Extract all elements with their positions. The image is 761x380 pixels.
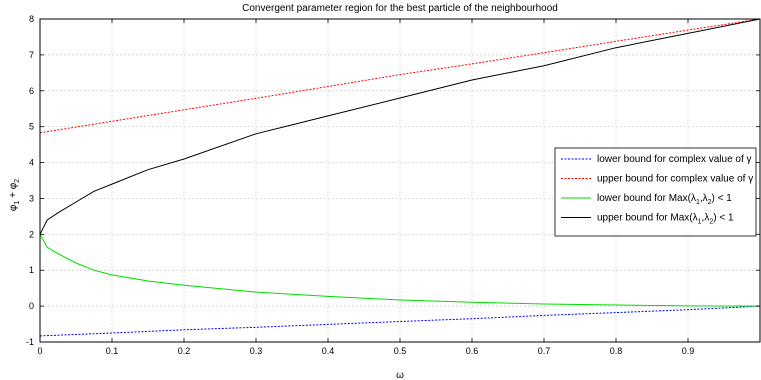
legend-label-upper-max: upper bound for Max(λ1,λ2) < 1 xyxy=(597,213,734,226)
x-tick-label: 0.7 xyxy=(538,346,551,356)
x-tick-label: 0.1 xyxy=(106,346,119,356)
x-tick-label: 0.6 xyxy=(466,346,479,356)
x-tick-label: 0.8 xyxy=(610,346,623,356)
x-tick-label: 0.9 xyxy=(682,346,695,356)
x-tick-label: 0.5 xyxy=(394,346,407,356)
y-label-plus-phi2: + φ xyxy=(8,182,19,200)
grid xyxy=(40,19,760,342)
legend: lower bound for complex value of γ upper … xyxy=(554,147,757,237)
legend-box xyxy=(554,147,757,237)
y-tick-label: -1 xyxy=(26,337,34,347)
y-label-sub2: 2 xyxy=(14,179,21,183)
y-tick-label: 1 xyxy=(29,265,34,275)
y-tick-label: 4 xyxy=(29,158,34,168)
y-tick-label: 3 xyxy=(29,193,34,203)
y-tick-label: 2 xyxy=(29,229,34,239)
y-tick-label: 8 xyxy=(29,14,34,24)
y-tick-label: 0 xyxy=(29,301,34,311)
y-tick-label: 5 xyxy=(29,122,34,132)
y-axis-label: φ1 + φ2 xyxy=(8,179,21,211)
legend-label-upper-complex: upper bound for complex value of γ xyxy=(597,174,753,185)
legend-label-lower-complex: lower bound for complex value of γ xyxy=(597,154,752,165)
y-label-sub1: 1 xyxy=(14,201,21,205)
legend-label-lower-max: lower bound for Max(λ1,λ2) < 1 xyxy=(597,193,732,206)
series-layer xyxy=(39,18,761,337)
x-tick-label: 0 xyxy=(37,346,42,356)
y-tick-label: 7 xyxy=(29,50,34,60)
x-tick-label: 0.3 xyxy=(250,346,263,356)
series-lower-max-line xyxy=(39,234,761,307)
x-axis-label: ω xyxy=(396,370,404,380)
chart-title: Convergent parameter region for the best… xyxy=(242,3,558,14)
x-tick-label: 0.4 xyxy=(322,346,335,356)
series-lower-complex-line xyxy=(39,305,761,337)
x-tick-label: 0.2 xyxy=(178,346,191,356)
y-tick-label: 6 xyxy=(29,86,34,96)
series-upper-max-line xyxy=(39,18,761,235)
y-label-phi1: φ xyxy=(8,204,19,211)
series-upper-complex-line xyxy=(39,18,761,134)
